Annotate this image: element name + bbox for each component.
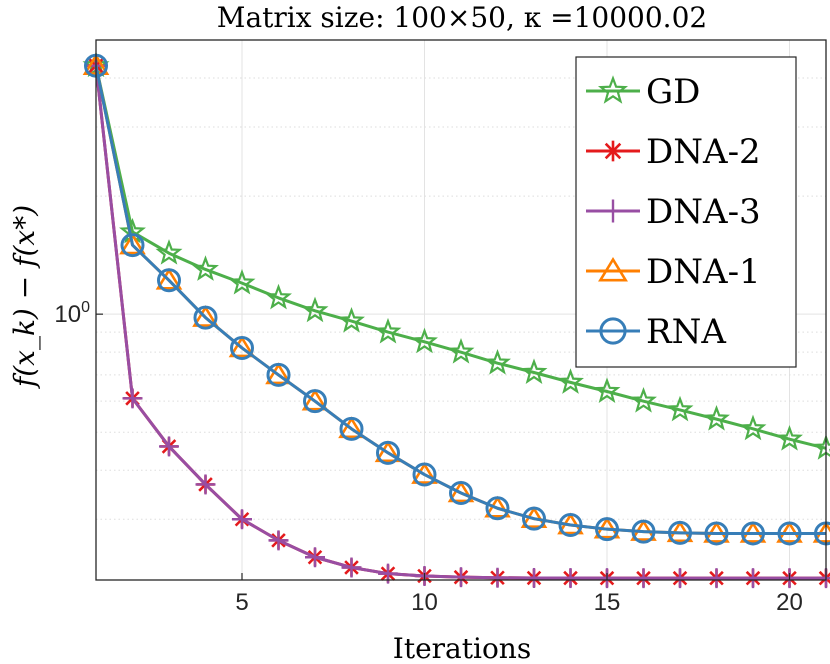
x-tick-label: 5	[235, 589, 248, 616]
data-point-gd	[484, 348, 511, 375]
data-point-rna	[558, 513, 583, 538]
data-point-rna	[595, 517, 619, 542]
series-line-gd	[94, 65, 827, 450]
data-point-dna-1	[155, 267, 183, 290]
data-point-rna	[741, 521, 765, 546]
data-point-gd	[228, 268, 256, 295]
data-point-rna	[266, 362, 291, 387]
data-point-dna-3	[451, 567, 471, 588]
data-point-rna	[157, 268, 181, 293]
data-point-rna	[376, 440, 400, 465]
data-point-gd	[192, 255, 219, 281]
data-point-gd	[411, 327, 438, 354]
data-point-gd	[338, 306, 365, 333]
data-point-rna	[303, 389, 327, 414]
data-point-dna-1	[374, 440, 402, 463]
x-tick-label: 15	[594, 589, 621, 616]
data-point-gd	[593, 377, 621, 403]
data-point-rna	[339, 416, 364, 441]
data-point-gd	[739, 414, 767, 441]
data-point-rna	[631, 519, 656, 544]
data-point-dna-3	[232, 509, 252, 530]
data-point-rna	[120, 233, 145, 258]
data-point-dna-3	[524, 567, 544, 588]
data-point-dna-3	[305, 547, 325, 568]
legend-marker	[599, 317, 627, 345]
data-point-dna-1	[411, 462, 438, 484]
data-point-rna	[230, 335, 254, 360]
chart-title: Matrix size: 100×50, κ =10000.02	[217, 1, 707, 34]
data-point-rna	[522, 506, 546, 531]
legend-item-gd: GD	[586, 72, 700, 112]
legend: GD DNA-2 DNA-3 DNA-1 RNA	[575, 56, 797, 368]
data-point-dna-3	[268, 530, 289, 551]
series-line-rna	[94, 65, 826, 535]
data-point-dna-3	[341, 557, 362, 578]
data-point-dna-3	[560, 568, 581, 589]
data-point-rna	[412, 462, 437, 487]
legend-item-dna-3: DNA-3	[586, 192, 761, 232]
legend-label: RNA	[646, 312, 726, 352]
data-point-gd	[265, 283, 292, 310]
legend-label: GD	[646, 72, 700, 112]
legend-marker	[602, 140, 624, 162]
data-point-dna-1	[447, 480, 475, 503]
data-point-gd	[447, 338, 475, 364]
data-point-gd	[703, 404, 730, 431]
axis-ticks: 5 10 15 20 100	[54, 299, 802, 616]
data-point-dna-1	[119, 232, 146, 255]
legend-item-rna: RNA	[586, 312, 726, 352]
data-point-dna-3	[670, 568, 690, 589]
data-point-gd	[666, 395, 694, 422]
data-point-dna-3	[122, 388, 143, 409]
legend-label: DNA-3	[646, 192, 761, 232]
legend-label: DNA-2	[646, 132, 761, 172]
y-axis-label: f(x_k) − f(x*)	[8, 205, 41, 389]
legend-label: DNA-1	[646, 252, 761, 292]
legend-marker	[598, 257, 628, 282]
data-point-dna-3	[195, 474, 216, 495]
legend-item-dna-1: DNA-1	[586, 252, 761, 292]
data-point-dna-3	[487, 567, 508, 588]
data-point-dna-1	[338, 416, 365, 439]
y-tick-label: 100	[54, 299, 90, 328]
data-point-gd	[776, 425, 803, 451]
data-point-gd	[557, 368, 584, 394]
legend-marker	[601, 199, 625, 223]
data-point-dna-1	[265, 362, 292, 385]
data-point-rna	[777, 521, 802, 546]
data-point-dna-3	[743, 568, 763, 589]
y-axis-label-text: f(x_k) − f(x*)	[8, 205, 41, 389]
data-point-rna	[485, 496, 510, 521]
data-point-rna	[704, 521, 729, 546]
data-point-dna-3	[159, 436, 179, 457]
data-point-dna-1	[228, 335, 256, 358]
plot-frame	[95, 39, 827, 581]
data-point-gd	[630, 387, 657, 413]
data-point-rna	[668, 520, 692, 545]
data-point-dna-3	[633, 568, 654, 589]
legend-marker	[597, 75, 629, 104]
data-point-gd	[374, 317, 402, 344]
data-point-gd	[520, 358, 548, 384]
x-axis-label: Iterations	[393, 632, 531, 664]
data-point-rna	[193, 305, 218, 330]
data-point-dna-1	[192, 305, 219, 327]
data-point-dna-3	[816, 568, 830, 589]
data-point-dna-1	[301, 388, 329, 411]
legend-item-dna-2: DNA-2	[586, 132, 761, 172]
data-point-gd	[301, 296, 329, 323]
x-tick-label: 10	[411, 589, 438, 616]
x-tick-label: 20	[776, 589, 803, 616]
data-point-dna-3	[706, 568, 727, 589]
data-point-gd	[155, 239, 183, 265]
data-point-rna	[449, 480, 473, 505]
